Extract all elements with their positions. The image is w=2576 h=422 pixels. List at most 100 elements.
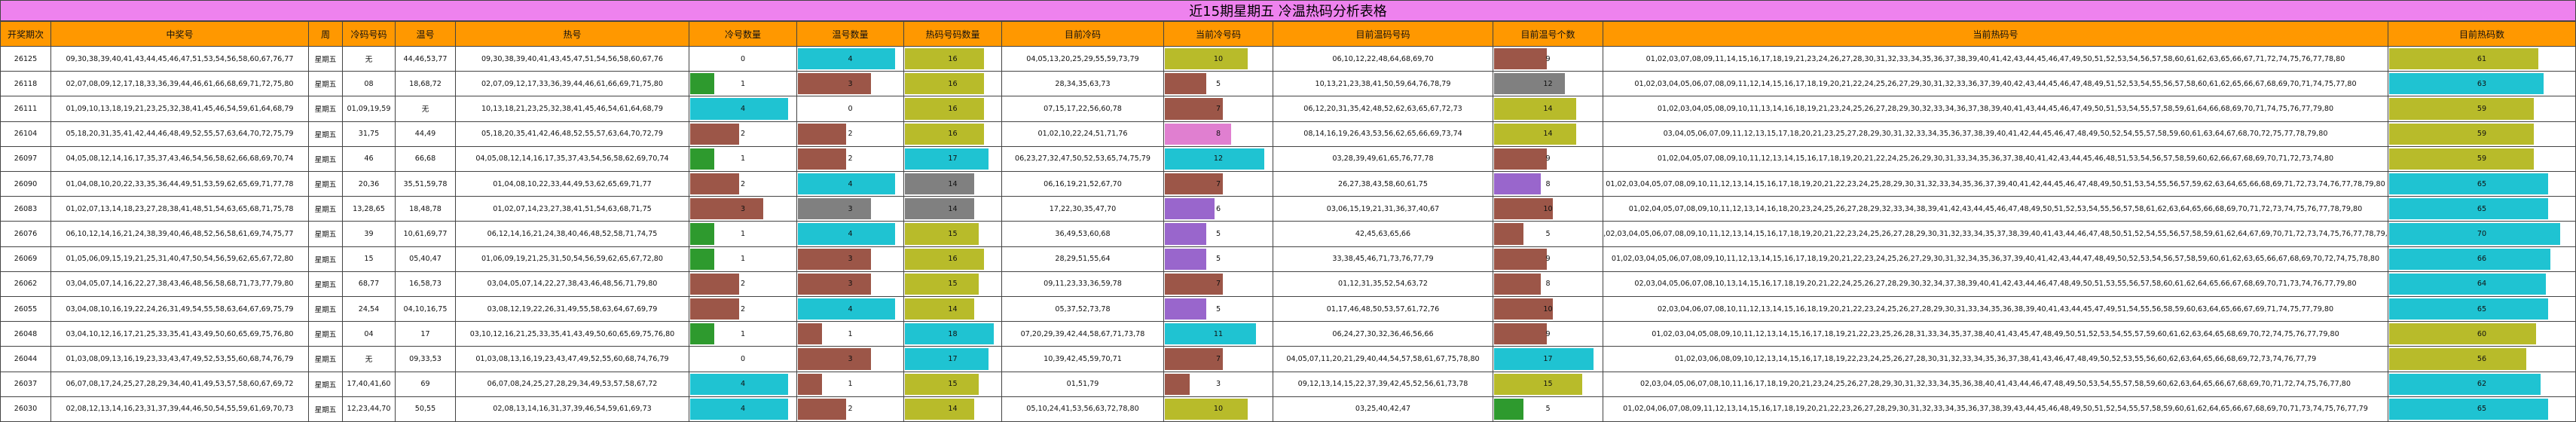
table-cell: 14: [1493, 96, 1603, 122]
cell-text: 15: [948, 280, 958, 289]
cell-text: 04,05,08,12,14,16,17,35,37,43,54,56,58,6…: [475, 154, 669, 164]
table-cell: 05,40,47: [396, 246, 456, 272]
data-bar: [690, 198, 764, 220]
table-cell: 35,51,59,78: [396, 172, 456, 197]
cell-text: 08: [364, 79, 374, 88]
cell-text: 2: [740, 179, 746, 188]
table-cell: 7: [1164, 347, 1273, 372]
table-cell: 01,04,08,10,20,22,33,35,36,44,49,51,53,5…: [51, 172, 309, 197]
table-cell: 69: [396, 372, 456, 397]
cell-text: 01,05,06,09,15,19,21,25,31,40,47,50,54,5…: [66, 255, 294, 264]
table-cell: 07,15,17,22,56,60,78: [1002, 96, 1164, 122]
column-header: 热码号码数量: [904, 21, 1002, 47]
table-cell: 10,61,69,77: [396, 222, 456, 247]
table-cell: 65: [2388, 197, 2576, 222]
table-cell: 59: [2388, 96, 2576, 122]
data-bar: [798, 198, 871, 220]
table-cell: 1: [797, 322, 904, 347]
cell-text: 01,02,03,07,08,09,11,14,15,16,17,18,19,2…: [1646, 54, 2345, 63]
cell-text: 06,10,12,14,16,21,24,38,39,40,46,48,52,5…: [66, 229, 294, 238]
cell-text: 星期五: [314, 81, 337, 90]
table-cell: 18: [904, 322, 1002, 347]
table-cell: 02,03,04,05,06,07,08,10,11,16,17,18,19,2…: [1603, 372, 2388, 397]
cell-text: 1: [740, 79, 746, 88]
data-bar: [2389, 98, 2534, 120]
table-cell: 08,14,16,19,26,43,53,56,62,65,66,69,73,7…: [1273, 121, 1493, 147]
table-cell: 12: [1493, 72, 1603, 97]
data-bar: [2389, 298, 2548, 320]
cell-text: 62: [2477, 380, 2487, 389]
data-bar: [1494, 48, 1548, 70]
cell-text: 01,09,10,13,18,19,21,23,25,32,38,41,45,4…: [66, 104, 294, 113]
table-cell: 01,02,03,07,08,09,11,14,15,16,17,18,19,2…: [1603, 47, 2388, 72]
cell-text: 26104: [14, 130, 38, 139]
cell-text: 10,61,69,77: [403, 229, 448, 238]
cell-text: 4: [848, 304, 853, 313]
cell-text: 12,23,44,70: [347, 405, 391, 414]
data-bar: [2389, 73, 2544, 95]
table-cell: 5: [1164, 222, 1273, 247]
cell-text: 01,03,08,13,16,19,23,43,47,49,52,55,60,6…: [475, 354, 669, 363]
cell-text: 24,54: [358, 304, 380, 313]
cell-text: 5: [1215, 79, 1221, 88]
data-bar: [2389, 398, 2548, 420]
table-cell: 2: [689, 121, 797, 147]
cell-text: 26030: [14, 405, 38, 414]
table-cell: 4: [797, 222, 904, 247]
cell-text: 44,49: [414, 130, 436, 139]
data-bar: [798, 73, 871, 95]
data-bar: [690, 273, 739, 295]
cell-text: 星期五: [314, 130, 337, 139]
data-bar: [798, 48, 895, 70]
table-cell: 16,58,73: [396, 271, 456, 297]
cell-text: 7: [1215, 354, 1221, 363]
table-cell: 10,39,42,45,59,70,71: [1002, 347, 1164, 372]
data-bar: [1165, 73, 1206, 95]
table-cell: 15: [904, 372, 1002, 397]
cell-text: 星期五: [314, 356, 337, 365]
table-cell: 07,20,29,39,42,44,58,67,71,73,78: [1002, 322, 1164, 347]
table-cell: 04,05,13,20,25,29,55,59,73,79: [1002, 47, 1164, 72]
cell-text: 39: [364, 229, 374, 238]
cell-text: 03,04,10,12,16,17,21,25,33,35,41,43,49,5…: [66, 329, 294, 338]
table-cell: 9: [1493, 246, 1603, 272]
table-cell: 1: [689, 222, 797, 247]
cell-text: 02,03,04,06,07,08,10,11,12,13,14,15,16,1…: [1657, 304, 2334, 313]
cell-text: 3: [848, 354, 853, 363]
table-cell: 13,28,65: [343, 197, 396, 222]
cell-text: 69: [420, 380, 430, 389]
table-cell: 8: [1164, 121, 1273, 147]
table-cell: 5: [1493, 396, 1603, 422]
table-cell: 03,10,12,16,21,25,33,35,41,43,49,50,60,6…: [456, 322, 689, 347]
table-cell: 08: [343, 72, 396, 97]
table-cell: 2: [797, 146, 904, 172]
cell-text: 01,02,10,22,24,51,71,76: [1037, 130, 1128, 139]
table-cell: 01,02,03,06,08,09,10,12,13,14,15,16,17,1…: [1603, 347, 2388, 372]
table-cell: 15: [1493, 372, 1603, 397]
table-cell: 04: [343, 322, 396, 347]
data-bar: [1494, 298, 1553, 320]
table-cell: 26055: [0, 297, 51, 323]
data-bar: [690, 373, 788, 395]
data-bar: [2389, 123, 2534, 145]
cell-text: 07,15,17,22,56,60,78: [1044, 104, 1122, 113]
cell-text: 65: [2477, 304, 2487, 313]
table-cell: 01,51,79: [1002, 372, 1164, 397]
cell-text: 0: [740, 354, 746, 363]
table-cell: 26048: [0, 322, 51, 347]
table-cell: 03,28,39,49,61,65,76,77,78: [1273, 146, 1493, 172]
cell-text: 04,05,13,20,25,29,55,59,73,79: [1026, 54, 1139, 63]
cell-text: 09,33,53: [409, 354, 442, 363]
table-cell: 3: [797, 271, 904, 297]
table-cell: 26062: [0, 271, 51, 297]
table-cell: 01,02,03,04,05,08,09,10,11,12,13,14,15,1…: [1603, 322, 2388, 347]
table-cell: 05,18,20,31,35,41,42,44,46,48,49,52,55,5…: [51, 121, 309, 147]
table-cell: 1: [689, 322, 797, 347]
cell-text: 65: [2477, 204, 2487, 213]
cell-text: 10: [1543, 304, 1553, 313]
cell-text: 04,10,16,75: [403, 304, 448, 313]
table-cell: 04,05,07,11,20,21,29,40,44,54,57,58,61,6…: [1273, 347, 1493, 372]
cell-text: 15: [948, 229, 958, 238]
data-bar: [905, 348, 989, 370]
cell-text: 4: [740, 380, 746, 389]
